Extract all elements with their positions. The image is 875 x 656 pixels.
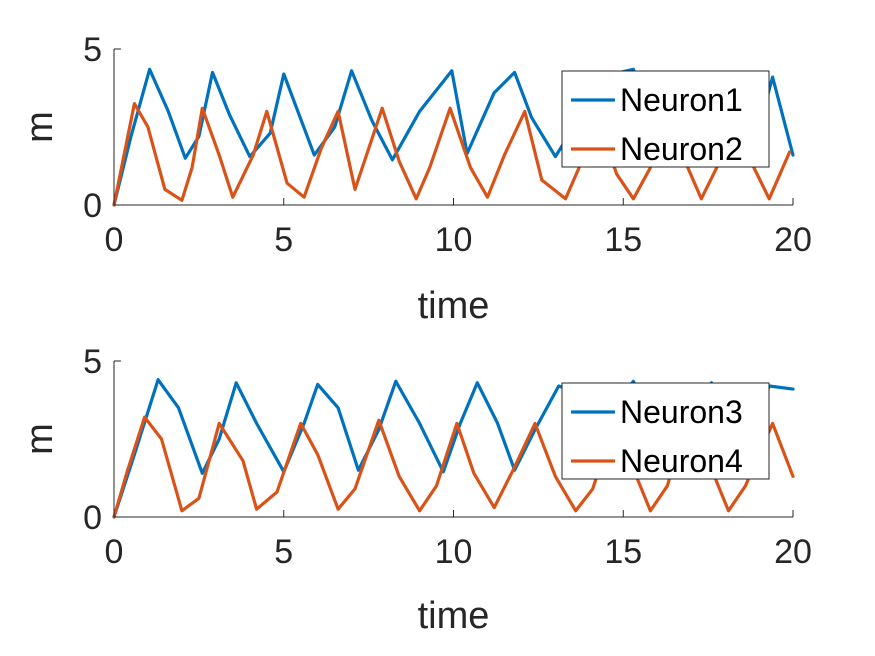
- legend-label: Neuron2: [620, 131, 743, 167]
- legend-label: Neuron4: [620, 443, 743, 479]
- x-tick-label: 0: [105, 221, 124, 259]
- legend: Neuron1 Neuron2: [561, 70, 770, 168]
- y-axis-label: m: [19, 423, 61, 455]
- x-axis-label: time: [418, 285, 490, 327]
- y-tick-label: 0: [83, 499, 102, 537]
- x-tick-label: 10: [435, 221, 473, 259]
- top-subplot: 0 5 10 15 20 0 5 time m Neuron1 Neuron2: [19, 31, 812, 327]
- x-tick-label: 0: [105, 533, 124, 571]
- x-tick-label: 5: [274, 221, 293, 259]
- bottom-subplot: 0 5 10 15 20 0 5 time m Neuron3 Neuron4: [19, 343, 812, 637]
- y-tick-label: 0: [83, 187, 102, 225]
- x-tick-label: 10: [435, 533, 473, 571]
- legend-label: Neuron1: [620, 82, 743, 118]
- legend-box: [561, 70, 770, 168]
- x-tick-label: 20: [774, 533, 812, 571]
- x-tick-label: 15: [604, 221, 642, 259]
- x-axis-label: time: [418, 595, 490, 637]
- legend-box: [561, 382, 770, 480]
- y-tick-label: 5: [83, 343, 102, 381]
- x-tick-label: 5: [274, 533, 293, 571]
- legend: Neuron3 Neuron4: [561, 382, 770, 480]
- y-axis-label: m: [19, 111, 61, 143]
- y-tick-label: 5: [83, 31, 102, 69]
- x-tick-label: 20: [774, 221, 812, 259]
- legend-label: Neuron3: [620, 394, 743, 430]
- x-tick-label: 15: [604, 533, 642, 571]
